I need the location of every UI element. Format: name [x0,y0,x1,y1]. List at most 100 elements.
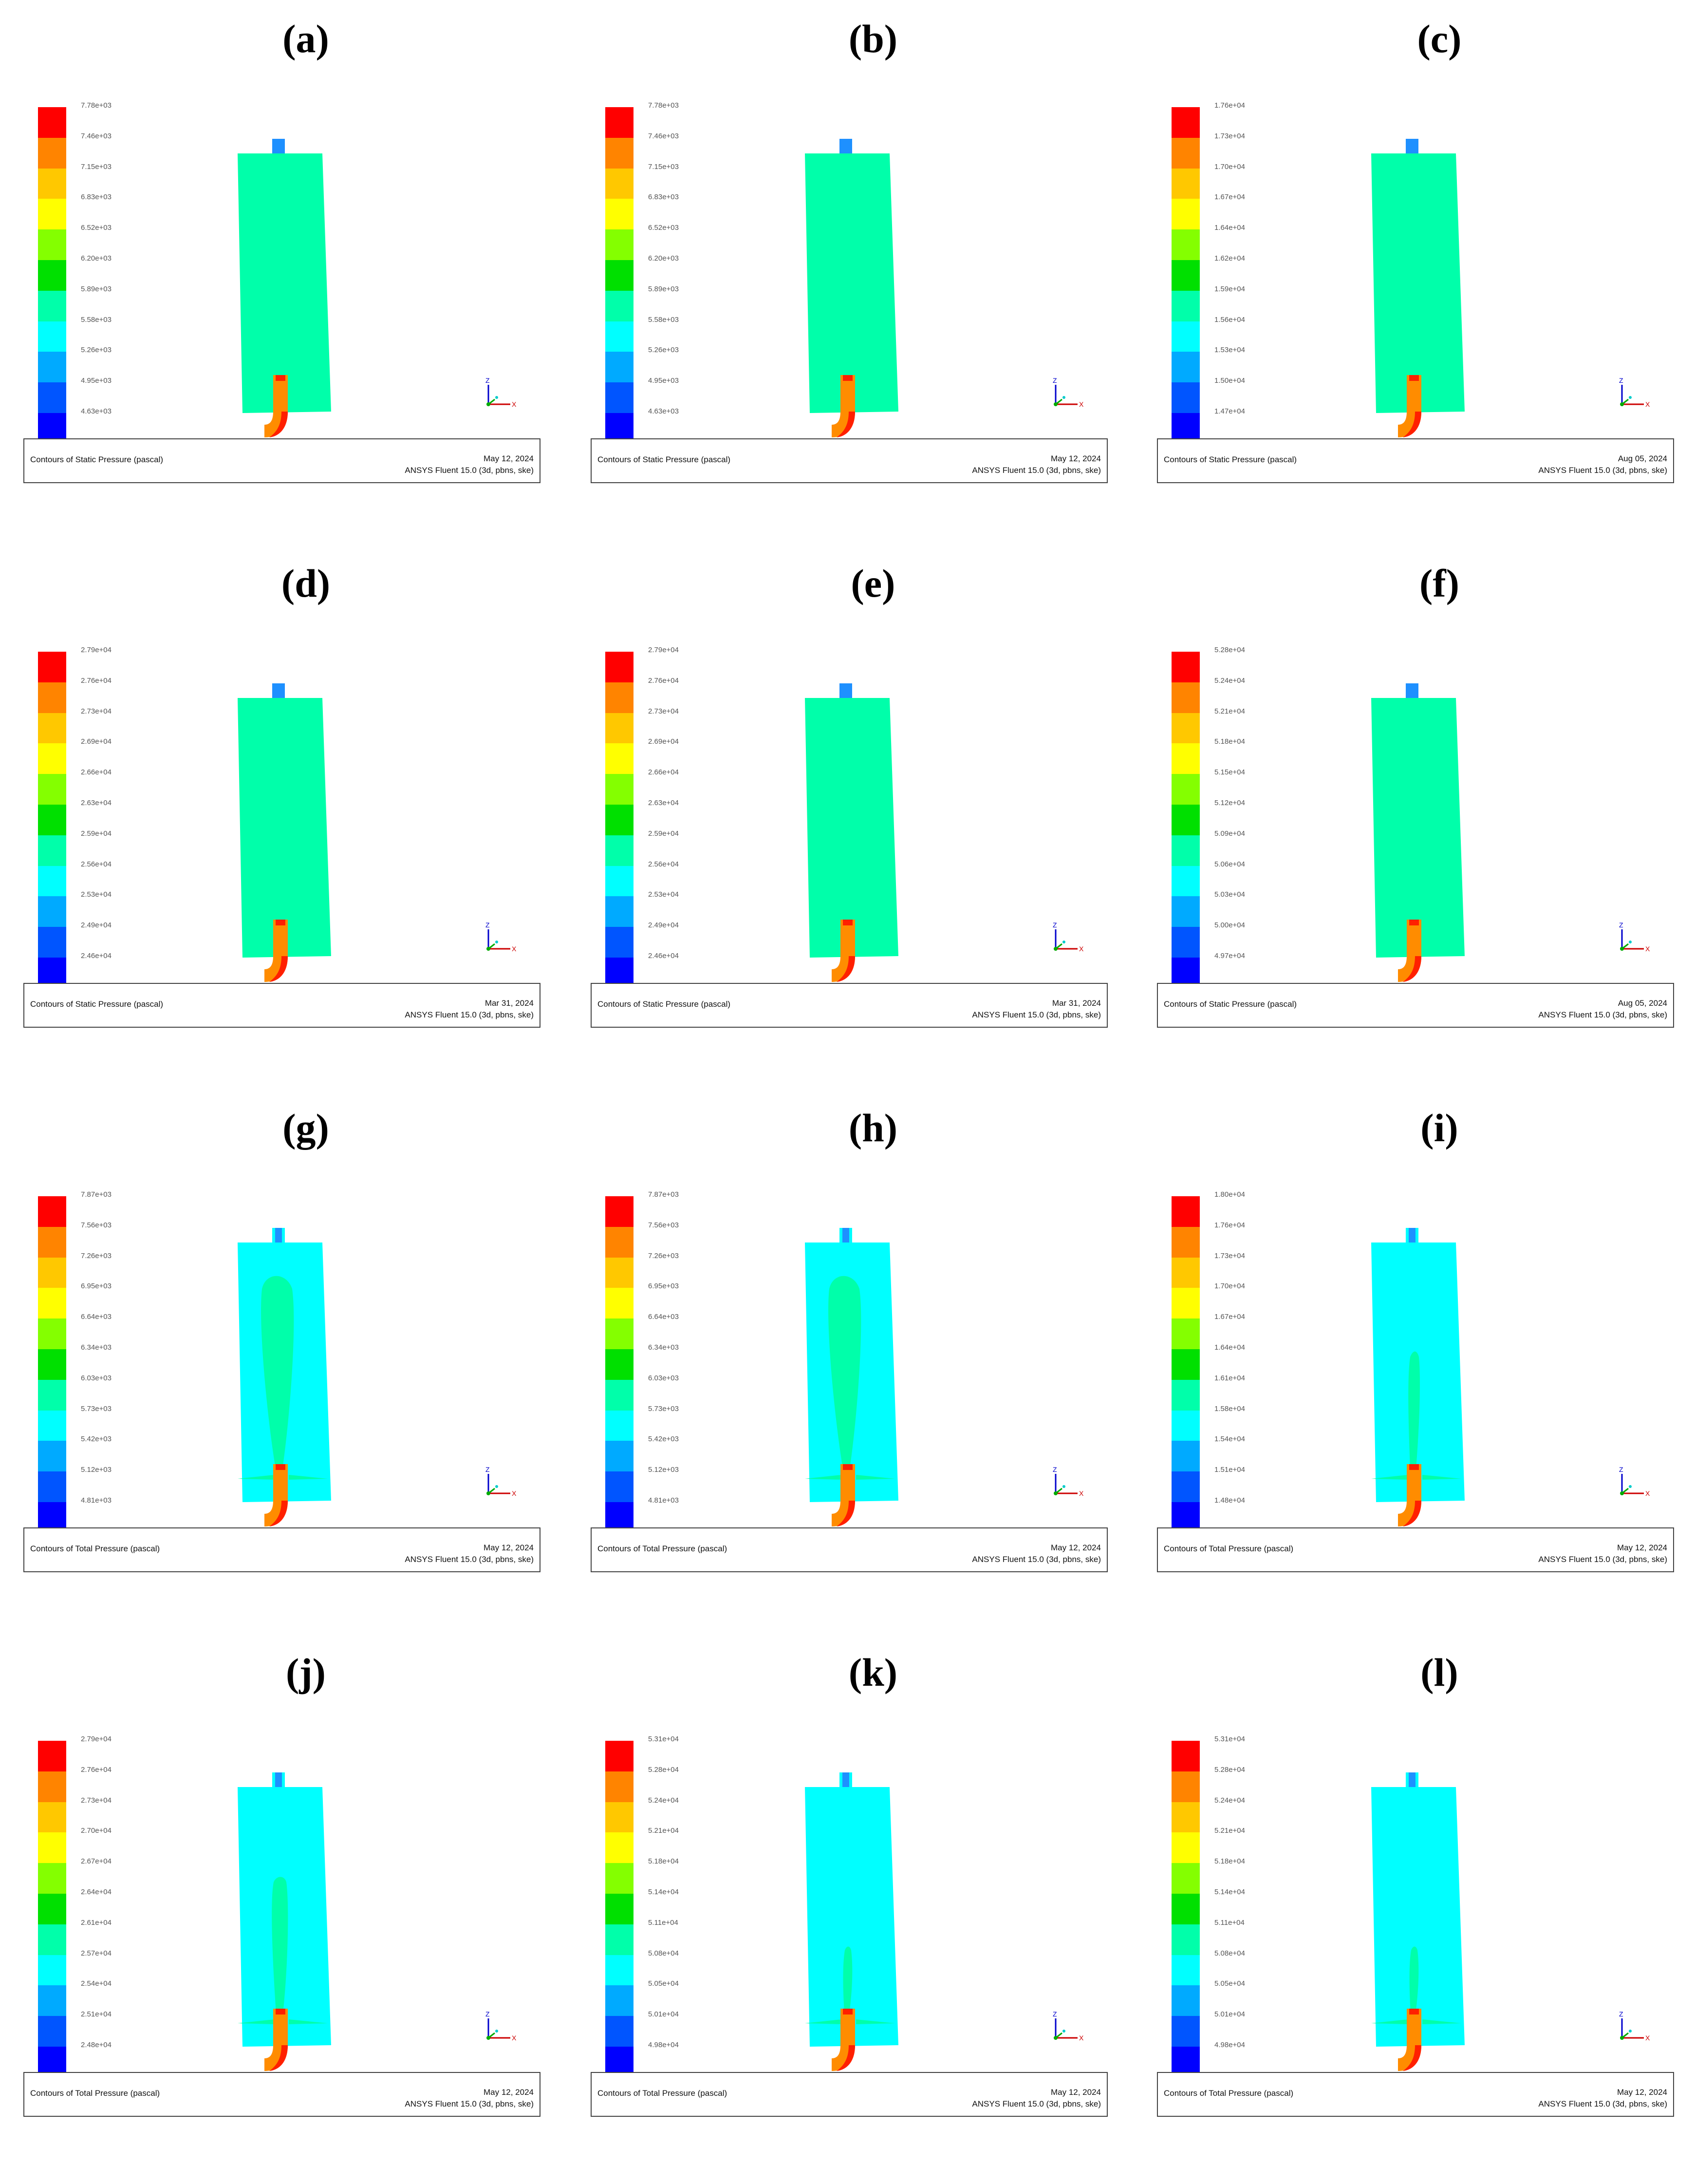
legend-swatch [38,260,66,291]
color-legend [38,1741,66,2077]
caption-box: Contours of Total Pressure (pascal) May 1… [23,1527,540,1572]
legend-swatch [38,2016,66,2047]
legend-swatch [38,321,66,352]
legend-swatch [1172,1771,1200,1802]
nozzle-tip [843,375,853,381]
panel-label-text: (l) [1420,1650,1458,1694]
legend-tick-label: 7.15e+03 [81,162,112,171]
axis-y-marker [495,941,498,943]
legend-swatch [1172,2016,1200,2047]
caption-version: ANSYS Fluent 15.0 (3d, pbns, ske) [1538,1010,1667,1019]
nozzle-bend-hot [269,412,288,437]
legend-tick-label: 7.46e+03 [81,132,112,140]
legend-tick-label: 5.08e+04 [1214,1949,1245,1958]
legend-swatch [38,1410,66,1441]
legend-swatch [605,866,633,897]
legend-swatch [1172,682,1200,713]
color-legend [605,652,633,988]
panel-l: (l) 5.31e+04 5.28e+04 5.24e+04 5.21e+04 5.18e… [1157,1648,1693,2184]
axis-z-label: Z [1053,921,1057,929]
axis-origin [1620,402,1624,406]
legend-swatch [605,835,633,866]
caption-box: Contours of Total Pressure (pascal) May 1… [1157,2072,1674,2117]
legend-swatch [38,1771,66,1802]
legend-tick-label: 1.67e+04 [1214,193,1245,202]
panel-label-text: (a) [282,17,329,61]
legend-swatch [605,1863,633,1894]
nozzle-tip [1409,1464,1419,1470]
axis-x-label: X [1079,400,1084,408]
panel-label-text: (g) [282,1106,329,1150]
caption-date: May 12, 2024 [1617,2088,1667,2097]
caption-title: Contours of Static Pressure (pascal) [597,999,731,1009]
legend-swatch [38,1441,66,1472]
legend-swatch [605,1441,633,1472]
legend-tick-label: 6.34e+03 [81,1343,112,1352]
legend-tick-label: 2.53e+04 [648,890,679,899]
legend-tick-label: 1.56e+04 [1214,315,1245,324]
axis-z-label: Z [1053,377,1057,384]
legend-swatch [38,835,66,866]
legend-tick-label: 4.81e+03 [81,1496,112,1505]
legend-swatch [38,137,66,169]
jet-streak-left [238,1475,274,1480]
legend-tick-label: 5.21e+04 [1214,707,1245,715]
axis-y-marker [1062,2030,1065,2033]
legend-swatch [1172,1288,1200,1319]
legend-swatch [38,382,66,413]
legend-tick-label: 5.42e+03 [81,1435,112,1444]
legend-tick-label: 2.59e+04 [81,829,112,838]
nozzle-bend-hot [837,1501,855,1526]
axis-y-marker [1062,941,1065,943]
contour-geometry: ZX [238,683,517,982]
legend-swatch [605,713,633,744]
legend-swatch [605,1771,633,1802]
legend-tick-label: 2.79e+04 [81,1735,112,1743]
caption-box: Contours of Static Pressure (pascal) Mar … [591,983,1108,1028]
legend-swatch [1172,927,1200,958]
axis-z-label: Z [485,921,490,929]
caption-version: ANSYS Fluent 15.0 (3d, pbns, ske) [1538,2099,1667,2109]
panel-label: (g) [228,1104,384,1152]
legend-swatch [1172,1349,1200,1380]
caption-date: May 12, 2024 [1050,2088,1101,2097]
jet-streak-left [805,1475,841,1480]
caption-title: Contours of Total Pressure (pascal) [30,2089,160,2098]
panel-e: (e) 2.79e+04 2.76e+04 2.73e+04 2.69e+04 2.66e… [591,559,1126,1095]
nozzle-bend-hot [1403,2045,1421,2071]
legend-tick-label: 2.76e+04 [81,1765,112,1774]
legend-tick-label: 5.01e+04 [1214,2010,1245,2019]
outlet-tube-core [1409,683,1416,698]
jet-streak-left [1371,1475,1408,1480]
legend-tick-label: 5.21e+04 [648,1826,679,1835]
color-legend [1172,1741,1200,2077]
axis-y-marker [495,2030,498,2033]
nozzle-pipe [1407,920,1421,959]
panel-label: (d) [228,559,384,608]
legend-swatch [38,1741,66,1771]
legend-tick-label: 6.20e+03 [81,254,112,263]
legend-tick-label: 7.15e+03 [648,162,679,171]
legend-tick-label: 2.63e+04 [81,799,112,807]
legend-tick-label: 2.61e+04 [81,1918,112,1927]
legend-tick-label: 4.98e+04 [648,2041,679,2049]
legend-swatch [38,1379,66,1411]
panel-label: (a) [228,15,384,63]
outlet-tube-core [1409,1228,1416,1243]
nozzle-pipe [840,1464,855,1503]
jet-core [1408,1351,1420,1469]
jet-streak-right [1422,1475,1461,1480]
legend-tick-label: 5.73e+03 [81,1404,112,1413]
legend-tick-label: 1.48e+04 [1214,1496,1245,1505]
axis-x-label: X [512,945,517,953]
color-legend [38,107,66,444]
legend-tick-label: 1.47e+04 [1214,407,1245,415]
caption-box: Contours of Total Pressure (pascal) May 1… [591,1527,1108,1572]
legend-tick-label: 5.14e+04 [1214,1888,1245,1896]
legend-swatch [1172,1379,1200,1411]
legend-tick-label: 1.59e+04 [1214,284,1245,293]
legend-tick-label: 5.58e+03 [81,315,112,324]
legend-swatch [605,1349,633,1380]
legend-swatch [38,896,66,927]
legend-tick-label: 2.73e+04 [81,1796,112,1805]
